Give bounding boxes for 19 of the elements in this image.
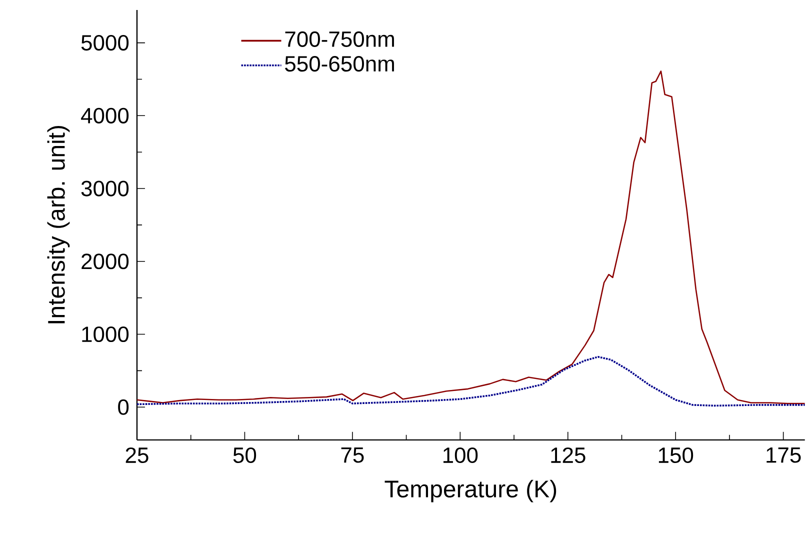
x-tick-label: 150 (658, 447, 694, 464)
x-tick-label: 75 (341, 448, 364, 463)
y-tick-label: 0 (118, 399, 129, 415)
legend-label: 550-650nm (285, 56, 394, 72)
y-tick-label: 5000 (81, 35, 129, 51)
legend-label: 700-750nm (285, 31, 394, 48)
x-axis-title: Temperature (K) (384, 480, 556, 502)
y-tick-label: 3000 (81, 180, 129, 196)
y-tick-label: 4000 (81, 108, 129, 124)
x-tick-label: 100 (443, 447, 478, 464)
y-tick-label: 1000 (82, 326, 129, 342)
x-tick-label: 25 (126, 447, 148, 464)
line-series (136, 70, 805, 404)
x-tick-label: 50 (233, 447, 256, 464)
line-series (136, 356, 805, 407)
x-tick-label: 175 (766, 448, 801, 463)
y-tick-label: 2000 (82, 254, 129, 270)
x-tick-label: 125 (551, 447, 586, 464)
y-axis-title: Intensity (arb. unit) (47, 126, 70, 324)
